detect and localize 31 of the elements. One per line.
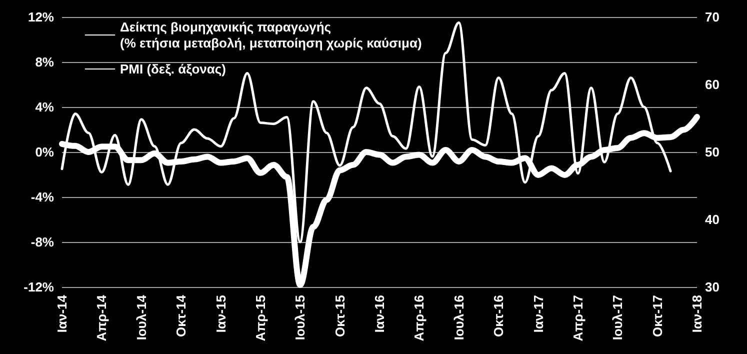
y-tick-label: -12%: [24, 280, 54, 294]
x-tick-label: Οκτ-17: [650, 295, 665, 337]
x-tick-label: Ιουλ-17: [610, 295, 626, 340]
x-tick-label: Απρ-17: [570, 295, 586, 342]
y-tick-label: -4%: [30, 190, 54, 204]
x-tick-label: Ιαν-17: [530, 295, 546, 333]
x-tick-label: Οκτ-16: [491, 295, 506, 337]
x-tick-label: Απρ-15: [252, 295, 268, 342]
y-tick-label: 4%: [35, 100, 54, 114]
y-tick-label: -8%: [30, 234, 54, 250]
legend-label: Δείκτης βιομηχανικής παραγωγής (% ετήσια μεταβολή, μεταποίηση χωρίς καύσιμα): [120, 20, 422, 50]
y2-tick-label: 60: [705, 77, 720, 92]
y2-tick-label: 30: [705, 280, 720, 294]
x-tick-label: Απρ-16: [412, 295, 427, 342]
y2-tick-label: 70: [705, 10, 720, 24]
x-tick-label: Οκτ-15: [332, 295, 348, 337]
legend-label: PMI (δεξ. άξονας): [120, 62, 226, 76]
x-tick-label: Ιαν-14: [54, 294, 70, 333]
x-tick-label: Ιουλ-16: [451, 295, 466, 340]
x-tick-label: Ιαν-15: [213, 295, 228, 333]
x-tick-label: Απρ-14: [94, 294, 110, 342]
y2-tick-label: 50: [705, 144, 720, 160]
x-tick-label: Ιαν-16: [372, 295, 387, 333]
y-tick-label: 8%: [35, 54, 54, 70]
y-tick-label: 12%: [28, 10, 54, 24]
x-tick-label: Ιουλ-15: [292, 295, 308, 340]
x-tick-label: Οκτ-14: [174, 294, 189, 337]
y-tick-label: 0%: [35, 144, 54, 160]
x-tick-label: Ιαν-18: [690, 295, 704, 333]
x-tick-label: Ιουλ-14: [134, 294, 149, 340]
y2-tick-label: 40: [705, 212, 720, 227]
